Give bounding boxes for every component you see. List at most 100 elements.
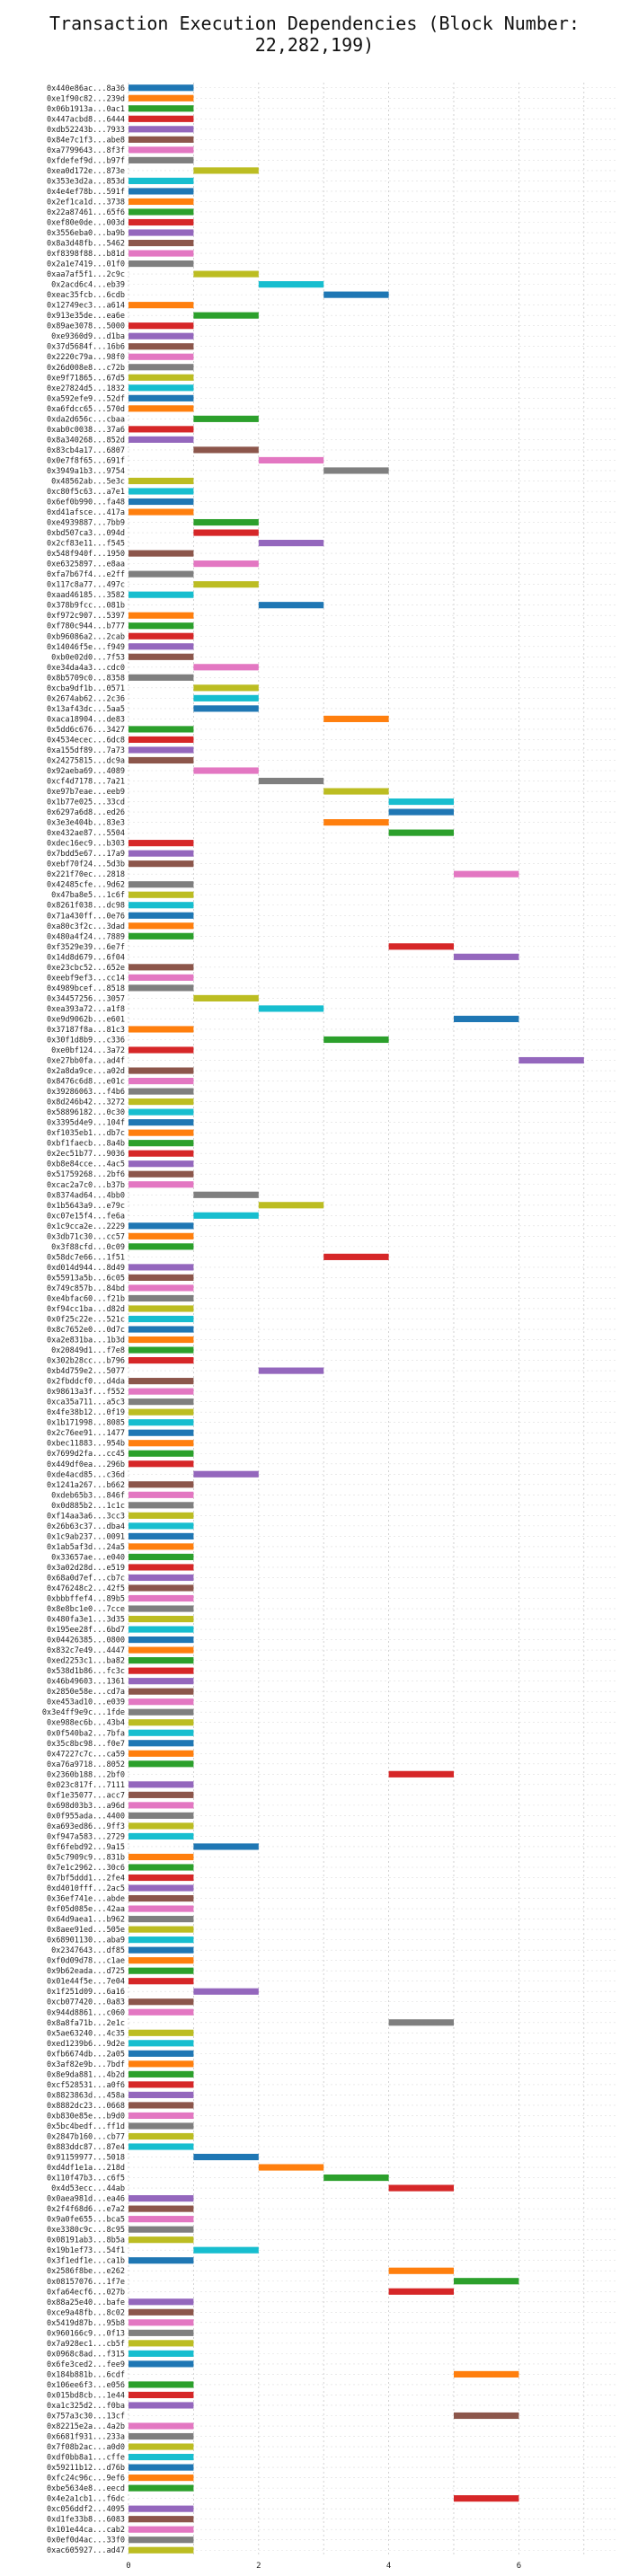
y-tick-label: 0x2347643...df85 <box>51 1946 125 1955</box>
y-tick-label: 0x9b62eada...d725 <box>47 1967 125 1976</box>
bar <box>193 1212 259 1219</box>
bar <box>128 115 194 122</box>
y-tick-label: 0x8e8bc1e0...7cce <box>47 1605 125 1614</box>
bar <box>128 1553 194 1561</box>
bar <box>258 281 324 288</box>
y-tick-label: 0x8823863d...458a <box>47 2091 125 2100</box>
y-tick-label: 0x0ef0d4ac...33f0 <box>47 2536 125 2545</box>
y-tick-label: 0x0f540ba2...7bfa <box>47 1729 125 1738</box>
bar <box>388 943 454 950</box>
y-tick-label: 0xe34da4a3...cdc0 <box>47 664 125 673</box>
bar <box>128 1315 194 1323</box>
bar <box>128 2505 194 2512</box>
bar <box>128 1532 194 1539</box>
bar <box>128 146 194 154</box>
y-tick-label: 0xea0d172e...873e <box>47 167 125 176</box>
bar <box>128 1129 194 1136</box>
y-tick-label: 0xf14aa3a6...3cc3 <box>47 1512 125 1521</box>
bar <box>128 218 194 226</box>
y-tick-label: 0x2220c79a...98f0 <box>47 353 125 362</box>
y-tick-label: 0x023c817f...7111 <box>47 1781 125 1790</box>
bar <box>128 1098 194 1106</box>
y-tick-label: 0x449df0ea...296b <box>47 1460 125 1469</box>
bar <box>128 1160 194 1168</box>
y-tick-label: 0xe27bb0fa...ad4f <box>47 1057 125 1066</box>
bar <box>128 1181 194 1188</box>
y-tick-label: 0x548f940f...1950 <box>47 550 125 559</box>
y-tick-label: 0x195ee28f...6bd7 <box>47 1626 125 1635</box>
bar <box>128 1522 194 1530</box>
x-tick-label: 0 <box>126 2562 130 2571</box>
bar <box>128 1657 194 1664</box>
bar <box>128 2329 194 2336</box>
bar <box>128 2298 194 2306</box>
y-tick-label: 0x34457256...3057 <box>47 994 125 1003</box>
y-tick-label: 0xc80f5c63...a7e1 <box>47 488 125 497</box>
bar <box>128 250 194 257</box>
y-tick-label: 0x960166c9...0f13 <box>47 2329 125 2338</box>
y-tick-label: 0xa155df89...7a73 <box>47 746 125 755</box>
y-tick-label: 0x883ddc87...87e4 <box>47 2143 125 2152</box>
bar <box>128 1564 194 1571</box>
y-tick-label: 0xfb6674db...2a05 <box>47 2050 125 2059</box>
bar <box>128 1646 194 1654</box>
bar <box>454 870 519 878</box>
y-tick-label: 0x8a340268...852d <box>47 436 125 445</box>
y-tick-label: 0xda2d656c...cbaa <box>47 415 125 424</box>
bar <box>128 229 194 236</box>
bar <box>128 188 194 195</box>
y-tick-label: 0x01e44f5e...7e04 <box>47 1978 125 1987</box>
y-tick-label: 0x476248c2...42f5 <box>47 1584 125 1593</box>
y-tick-label: 0xbbbffef4...89b5 <box>47 1595 125 1604</box>
y-tick-label: 0xb96086a2...2cab <box>47 632 125 641</box>
bar <box>128 2050 194 2057</box>
y-tick-label: 0xf8398f88...b81d <box>47 250 125 259</box>
bar <box>128 2464 194 2471</box>
bar <box>193 1843 259 1850</box>
bar <box>128 2122 194 2130</box>
y-tick-label: 0xb8e84cce...4ac5 <box>47 1160 125 1169</box>
bar <box>128 570 194 578</box>
bar <box>193 664 259 671</box>
y-tick-label: 0x22a87461...65f6 <box>47 208 125 217</box>
bar <box>128 2546 194 2554</box>
y-tick-label: 0x2847b160...cb77 <box>47 2132 125 2141</box>
bar <box>128 2432 194 2440</box>
bar <box>128 1967 194 1974</box>
y-tick-label: 0x5bc4bedf...ff1d <box>47 2122 125 2131</box>
bar <box>193 518 259 526</box>
bar <box>258 456 324 464</box>
y-tick-label: 0x4fe38b12...0f19 <box>47 1408 125 1417</box>
y-tick-label: 0x9a0fe655...bca5 <box>47 2216 125 2225</box>
bar <box>128 2526 194 2533</box>
bar <box>128 364 194 371</box>
y-tick-label: 0x913e35de...ea6e <box>47 312 125 321</box>
y-tick-label: 0x2ef1ca1d...3738 <box>47 198 125 207</box>
y-tick-label: 0x64d9aea1...b962 <box>47 1916 125 1925</box>
y-tick-label: 0x3949a1b3...9754 <box>47 467 125 476</box>
y-tick-label: 0x698d03b3...a96d <box>47 1802 125 1811</box>
bar <box>193 529 259 536</box>
bar <box>128 643 194 650</box>
y-tick-label: 0x26d008e8...c72b <box>47 364 125 373</box>
bar <box>128 1750 194 1757</box>
bar <box>128 1978 194 1985</box>
x-tick-label: 6 <box>517 2562 521 2571</box>
bar <box>128 1222 194 1230</box>
y-tick-label: 0xf947a583...2729 <box>47 1832 125 1841</box>
y-tick-label: 0xd4df1e1a...218d <box>47 2164 125 2173</box>
bar <box>128 2008 194 2016</box>
bar <box>193 560 259 568</box>
bar <box>193 167 259 174</box>
bar <box>128 912 194 919</box>
chart-title: Transaction Execution Dependencies (Bloc… <box>49 13 580 56</box>
bar <box>128 860 194 868</box>
bar <box>128 1264 194 1271</box>
y-tick-label: 0x4d53ecc...44ab <box>51 2184 125 2193</box>
y-tick-label: 0x37d5684f...16b6 <box>47 343 125 352</box>
y-tick-label: 0xfc24c96c...9ef6 <box>47 2475 125 2483</box>
bar <box>128 1636 194 1644</box>
bar <box>193 1988 259 1995</box>
bar <box>388 2267 454 2274</box>
y-tick-label: 0x944d8861...c060 <box>47 2008 125 2017</box>
